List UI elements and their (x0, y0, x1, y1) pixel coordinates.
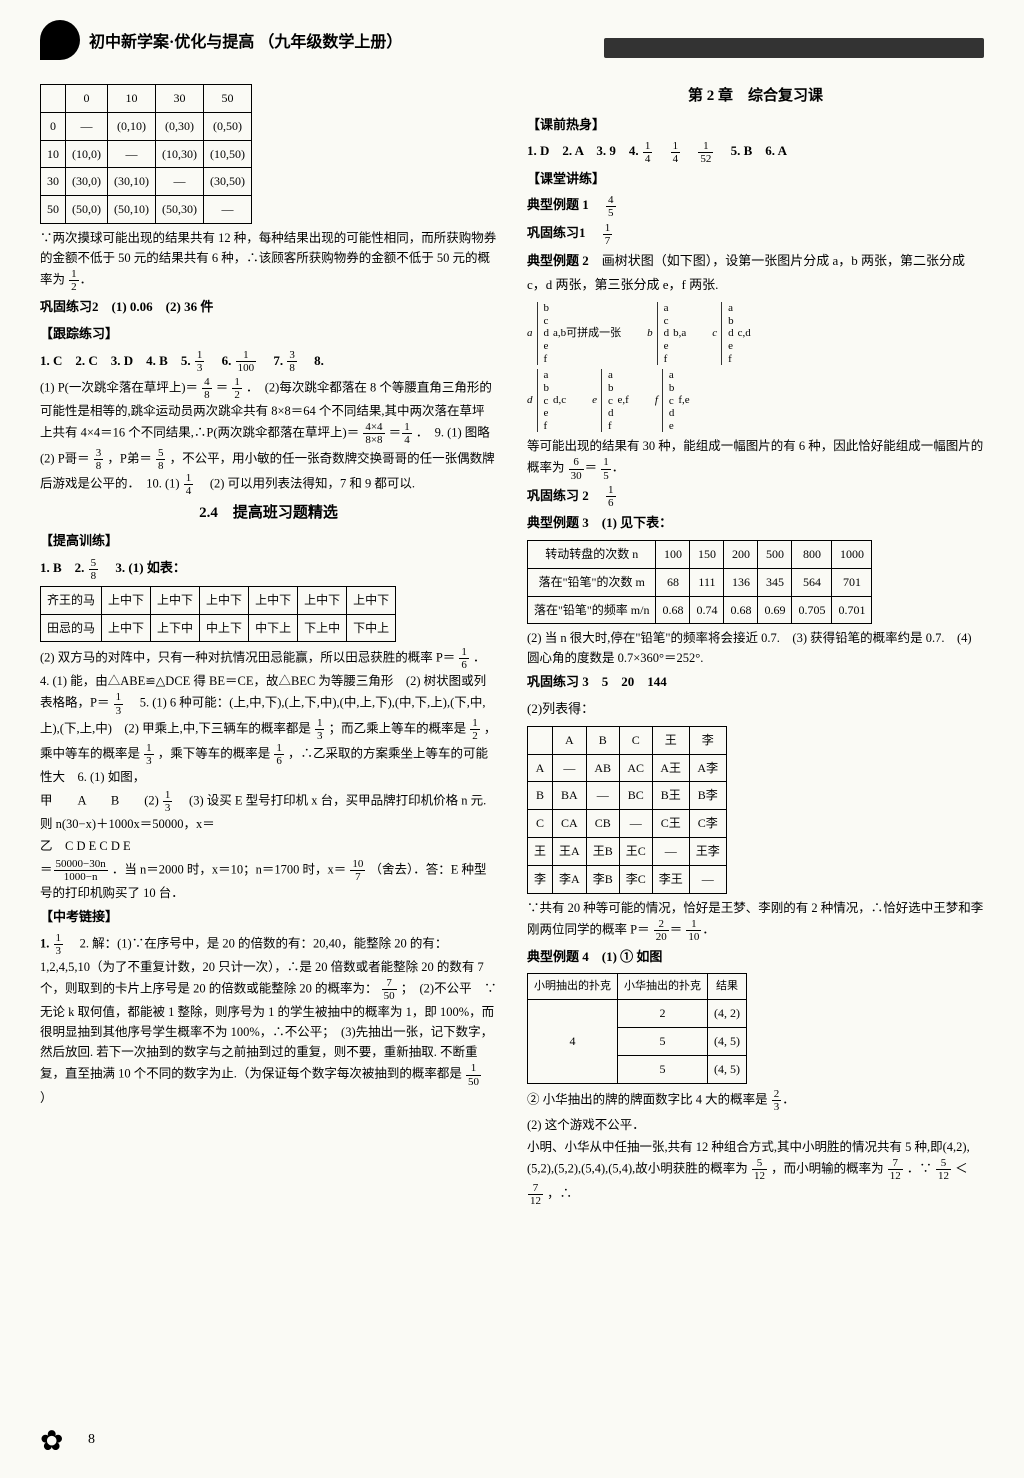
content-columns: 0103050 0—(0,10)(0,30)(0,50)10(10,0)—(10… (40, 80, 984, 1209)
track-title: 【跟踪练习】 (40, 322, 497, 347)
gg3: 巩固练习 3 5 20 144 (527, 670, 984, 695)
warmup-title: 【课前热身】 (527, 113, 984, 138)
page-number: 8 (88, 1432, 95, 1448)
printer-para: ＝50000−30n1000−n ．当 n＝2000 时，x＝10；n＝1700… (40, 858, 497, 903)
frac: 12 (69, 268, 79, 293)
banner-title: 初中新学案·优化与提高 （九年级数学上册） (89, 28, 402, 52)
tree-row-1: abcdefa,b可拼成一张bacdefb,acabdefc,d (527, 302, 984, 365)
consolidate-2: 巩固练习2 (1) 0.06 (2) 36 件 (40, 295, 497, 320)
lesson-title: 【课堂讲练】 (527, 167, 984, 192)
dx3-2: (2) 当 n 很大时,停在"铅笔"的频率将会接近 0.7. (3) 获得铅笔的… (527, 628, 984, 668)
dx4-4: 小明、小华从中任抽一张,共有 12 种组合方式,其中小明胜的情况共有 5 种,即… (527, 1137, 984, 1207)
tree-row-2: dabcefd,ceabcdfe,ffabcdef,e (527, 369, 984, 432)
track-answers: 1. C 2. C 3. D 4. B 5. 13 6. 1100 7. 38 … (40, 349, 497, 375)
t4-concl: ∵共有 20 种等可能的情况，恰好是王梦、李刚的有 2 种情况，∴恰好选中王梦和… (527, 898, 984, 943)
para-r2: (2) 双方马的对阵中，只有一种对抗情况田忌能赢，所以田忌获胜的概率 P＝ 16… (40, 646, 497, 787)
dx1: 典型例题 1 45 (527, 193, 984, 219)
zk-para: 1. 13 2. 解：(1)∵在序号中，是 20 的倍数的有：20,40，能整除… (40, 932, 497, 1108)
names-table: ABC王李 A—ABACA王A李BBA—BCB王B李CCACB—C王C李王王A王… (527, 726, 727, 894)
dx2: 典型例题 2 画树状图（如下图），设第一张图片分成 a，b 两张，第二张分成 c… (527, 249, 984, 298)
poker-tree-table: 小明抽出的扑克小华抽出的扑克结果 4 2 (4, 2) 5(4, 5) 5(4,… (527, 973, 747, 1083)
para-coupon: ∵两次摸球可能出现的结果共有 12 种，每种结果出现的可能性相同，而所获购物券的… (40, 228, 497, 293)
freq-table: 转动转盘的次数 n1001502005008001000 落在"铅笔"的次数 m… (527, 540, 872, 624)
dx3-label: 典型例题 3 (1) 见下表： (527, 511, 984, 536)
tree-caption: 甲 A B (2) 13 (3) 设买 E 型号打印机 x 台，买甲品牌打印机价… (40, 789, 497, 834)
gg3b: (2)列表得： (527, 697, 984, 722)
banner-sub: （九年级数学上册） (258, 34, 402, 51)
banner-main: 初中新学案·优化与提高 (89, 34, 254, 51)
warmup-line: 1. D 2. A 3. 9 4. 14 14 152 5. B 6. A (527, 139, 984, 165)
dx4-label: 典型例题 4 (1) ① 如图 (527, 945, 984, 970)
right-column: 第 2 章 综合复习课 【课前热身】 1. D 2. A 3. 9 4. 14 … (527, 80, 984, 1209)
para-8: (1) P(一次跳伞落在草坪上)＝ 48 ＝ 12 ． (2)每次跳伞都落在 8… (40, 376, 497, 497)
zk-title: 【中考链接】 (40, 905, 497, 930)
header-banner: 初中新学案·优化与提高 （九年级数学上册） (40, 20, 984, 70)
raise-title: 【提高训练】 (40, 529, 497, 554)
banner-right-bar (604, 38, 984, 58)
dx2-concl: 等可能出现的结果有 30 种，能组成一幅图片的有 6 种，因此恰好能组成一幅图片… (527, 436, 984, 481)
coupon-table: 0103050 0—(0,10)(0,30)(0,50)10(10,0)—(10… (40, 84, 252, 224)
tree-leaves: 乙 C D E C D E (40, 836, 497, 856)
section-2-4: 2.4 提高班习题精选 (40, 499, 497, 528)
raise-1: 1. B 2. 58 3. (1) 如表： (40, 556, 497, 582)
gg2: 巩固练习 2 16 (527, 484, 984, 510)
page: 初中新学案·优化与提高 （九年级数学上册） 0103050 0—(0,10)(0… (0, 0, 1024, 1478)
dx4-2: ② 小华抽出的牌的牌面数字比 4 大的概率是 23． (527, 1088, 984, 1113)
logo-icon (40, 20, 80, 60)
chapter-title: 第 2 章 综合复习课 (527, 82, 984, 111)
flower-icon: ✿ (40, 1424, 63, 1458)
left-column: 0103050 0—(0,10)(0,30)(0,50)10(10,0)—(10… (40, 80, 497, 1209)
horse-table: 齐王的马上中下上中下上中下上中下上中下上中下 田忌的马上中下上下中中上下中下上下… (40, 586, 396, 643)
gglx1: 巩固练习1 17 (527, 221, 984, 247)
dx4-3: (2) 这个游戏不公平． (527, 1115, 984, 1135)
